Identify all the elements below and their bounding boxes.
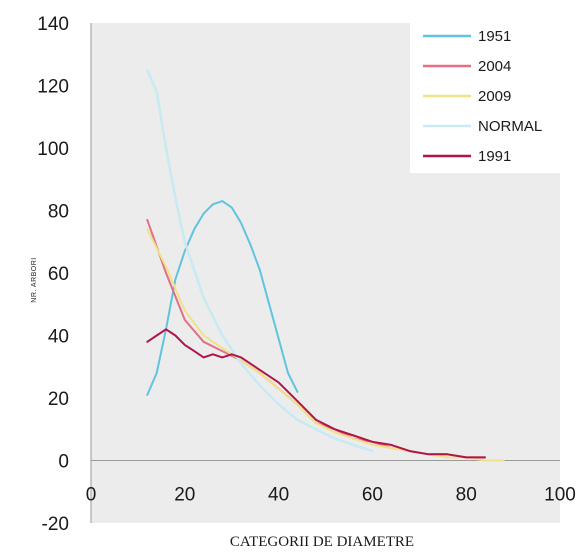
x-tick-label: 20 [174,485,195,506]
y-tick-label: 100 [37,139,69,160]
x-tick-label: 40 [268,485,289,506]
legend-label: 2004 [478,58,511,75]
y-tick-label: 20 [48,389,69,410]
x-tick-label: 0 [86,485,97,506]
series-line-1991 [146,328,486,459]
x-tick-label: 80 [456,485,477,506]
y-tick-label: 0 [58,452,69,473]
y-tick-label: 60 [48,264,69,285]
series-line-1951 [146,200,299,396]
legend-label: 1951 [478,28,511,45]
legend-label: NORMAL [478,118,542,135]
x-axis-label: CATEGORII DE DIAMETRE [230,534,414,550]
y-tick-label: 120 [37,77,69,98]
series-line-normal [146,68,374,453]
y-tick-label: 80 [48,202,69,223]
y-tick-label: 40 [48,327,69,348]
legend-box [410,23,560,173]
legend-label: 1991 [478,148,511,165]
series-line-2009 [146,228,505,462]
x-tick-label: 100 [544,485,576,506]
legend-label: 2009 [478,88,511,105]
y-tick-label: -20 [42,514,69,535]
y-tick-label: 140 [37,14,69,35]
y-axis-label: NR. ARBORI [31,257,38,302]
legend: 1951 2004 2009 NORMAL 1991 [410,23,560,173]
tick-labels: -20 0 20 40 60 80 100 120 140 0 20 40 60 80 100 [37,14,576,535]
series-lines [146,68,505,462]
x-tick-label: 60 [362,485,383,506]
